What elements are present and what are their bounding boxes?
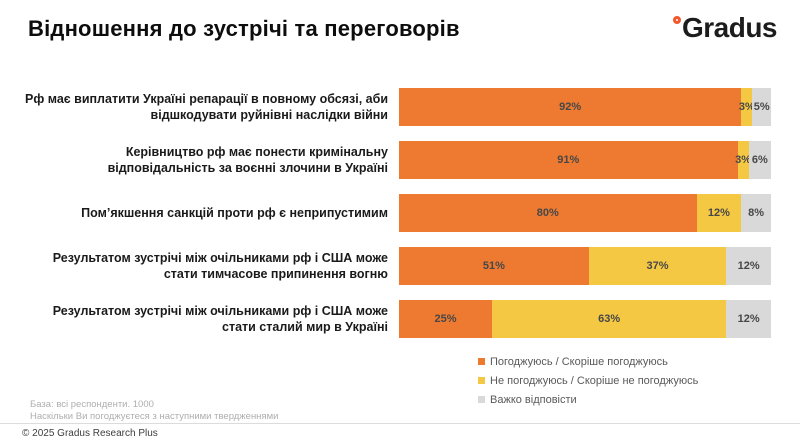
bar-segment-hard-to-say: 12%: [726, 300, 771, 338]
value-label: 8%: [748, 207, 765, 219]
value-label: 63%: [598, 313, 621, 325]
value-label: 3%: [735, 154, 752, 166]
legend-swatch-icon: [478, 377, 485, 384]
footer-notes: База: всі респонденти. 1000 Наскільки Ви…: [30, 399, 278, 423]
bar-track: 92% 3% 5%: [399, 88, 771, 126]
legend-label: Не погоджуюсь / Скоріше не погоджуюсь: [490, 374, 699, 387]
bar-track: 51% 37% 12%: [399, 247, 771, 285]
legend-swatch-icon: [478, 358, 485, 365]
question-note: Наскільки Ви погоджуєтеся з наступними т…: [30, 411, 279, 423]
bar-segment-hard-to-say: 6%: [748, 141, 771, 179]
page-title: Відношення до зустрічі та переговорів: [28, 16, 460, 41]
chart-row: Рф має виплатити Україні репарації в пов…: [16, 88, 771, 126]
chart-row: Результатом зустрічі між очільниками рф …: [16, 300, 771, 338]
value-label: 5%: [753, 101, 770, 113]
value-label: 12%: [737, 313, 760, 325]
legend-swatch-icon: [478, 396, 485, 403]
value-label: 12%: [707, 207, 730, 219]
gradus-logo: Gradus: [672, 12, 778, 44]
value-label: 92%: [559, 101, 582, 113]
bar-segment-agree: 25%: [399, 300, 492, 338]
legend-item: Важко відповісти: [478, 390, 698, 409]
bar-segment-disagree: 12%: [696, 194, 742, 232]
value-label: 6%: [751, 154, 768, 166]
value-label: 37%: [646, 260, 669, 272]
stacked-bar-chart: Рф має виплатити Україні репарації в пов…: [16, 88, 771, 353]
bar-track: 25% 63% 12%: [399, 300, 771, 338]
value-label: 3%: [738, 101, 755, 113]
bar-segment-hard-to-say: 5%: [752, 88, 771, 126]
category-label: Результатом зустрічі між очільниками рф …: [52, 250, 388, 281]
copyright: © 2025 Gradus Research Plus: [22, 428, 158, 439]
category-label: Керівництво рф має понести кримінальну в…: [107, 144, 388, 175]
chart-row: Пом’якшення санкцій проти рф є неприпуст…: [16, 194, 771, 232]
category-label: Рф має виплатити Україні репарації в пов…: [24, 91, 388, 122]
value-label: 91%: [557, 154, 580, 166]
chart-legend: Погоджуюсь / Скоріше погоджуюсь Не погодж…: [478, 352, 698, 409]
bar-track: 91% 3% 6%: [399, 141, 771, 179]
bar-segment-agree: 92%: [399, 88, 742, 126]
degree-ring-icon: [672, 16, 681, 24]
value-label: 51%: [482, 260, 505, 272]
bar-segment-agree: 80%: [399, 194, 697, 232]
base-note: База: всі респонденти. 1000: [30, 399, 154, 410]
category-label: Пом’якшення санкцій проти рф є неприпуст…: [81, 205, 388, 220]
bar-segment-hard-to-say: 8%: [741, 194, 771, 232]
bar-segment-disagree: 3%: [735, 141, 752, 179]
value-label: 12%: [737, 260, 760, 272]
bar-segment-hard-to-say: 12%: [726, 247, 771, 285]
legend-label: Погоджуюсь / Скоріше погоджуюсь: [490, 355, 668, 368]
chart-row: Результатом зустрічі між очільниками рф …: [16, 247, 771, 285]
legend-item: Не погоджуюсь / Скоріше не погоджуюсь: [478, 371, 698, 390]
legend-label: Важко відповісти: [490, 393, 577, 406]
bar-track: 80% 12% 8%: [399, 194, 771, 232]
bar-segment-disagree: 63%: [492, 300, 727, 338]
category-label: Результатом зустрічі між очільниками рф …: [52, 303, 388, 334]
bar-segment-agree: 51%: [399, 247, 589, 285]
footer-divider: [0, 423, 800, 424]
value-label: 25%: [434, 313, 457, 325]
logo-wordmark: Gradus: [681, 12, 778, 43]
value-label: 80%: [536, 207, 559, 219]
legend-item: Погоджуюсь / Скоріше погоджуюсь: [478, 352, 698, 371]
chart-row: Керівництво рф має понести кримінальну в…: [16, 141, 771, 179]
bar-segment-agree: 91%: [399, 141, 738, 179]
bar-segment-disagree: 3%: [738, 88, 755, 126]
bar-segment-disagree: 37%: [588, 247, 727, 285]
